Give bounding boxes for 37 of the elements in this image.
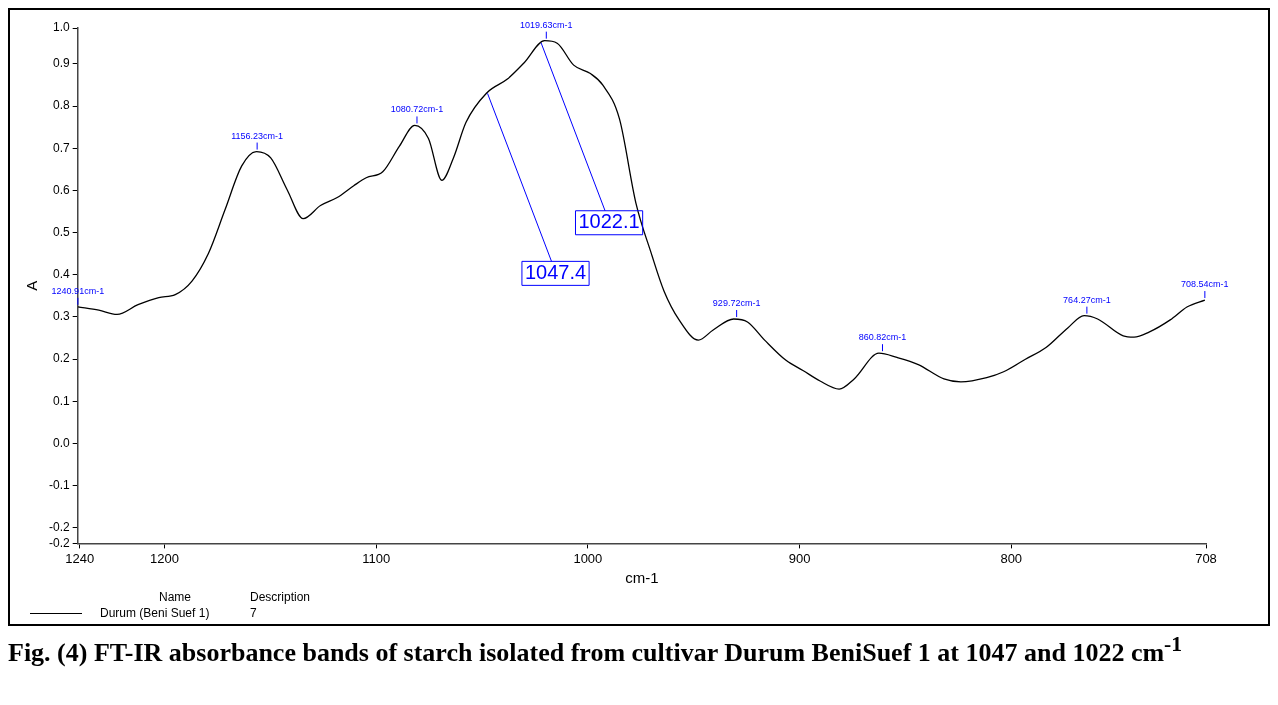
x-tick-label: 1200 [150, 550, 179, 566]
y-tick-label: -0.1 [48, 477, 70, 492]
annotation: 1019.63cm-1 [520, 19, 573, 30]
y-tick-label: 0.7 [52, 140, 70, 155]
y-tick-label: 0.5 [52, 224, 70, 239]
y-tick-label: 0.9 [52, 56, 70, 71]
y-tick-label: 0.6 [52, 182, 70, 197]
x-axis-title: cm-1 [625, 569, 659, 587]
annotation: 860.82cm-1 [858, 332, 907, 343]
x-tick-label: 1100 [362, 550, 391, 566]
text: Fig. (4) FT-IR absorbance bands of starch isolated from cultivar Durum BeniSuef 1 at 1047 and 1022 cm$^{-1}$ [8, 631, 1184, 667]
y-tick-label: 0.0 [52, 435, 70, 450]
annotation: 764.27cm-1 [1063, 294, 1111, 305]
text: 7 [250, 606, 258, 620]
x-tick-label: 708 [1195, 550, 1217, 566]
y-tick-label: 1.0 [52, 20, 70, 35]
text: Name [158, 590, 192, 604]
legend-label: Durum (Beni Suef 1) [100, 606, 211, 620]
y-tick-label: 0.8 [52, 98, 70, 113]
x-tick-label: 900 [788, 550, 811, 566]
annotation: 1047.4 [524, 260, 587, 283]
y-tick-label: 0.2 [52, 351, 70, 366]
annotation: 1080.72cm-1 [390, 104, 444, 115]
annotation: 1156.23cm-1 [231, 130, 284, 141]
y-tick-label: 0.1 [52, 393, 70, 408]
x-tick-label: 1000 [573, 550, 603, 566]
y-axis-title: A [23, 280, 41, 291]
annotation: 929.72cm-1 [712, 298, 761, 308]
y-tick-label: 0.4 [52, 267, 70, 282]
x-tick-label: 1240 [65, 550, 95, 566]
y-tick-label: -0.2 [48, 520, 70, 535]
x-tick-label: 800 [1000, 550, 1023, 566]
annotation: 708.54cm-1 [1181, 279, 1229, 290]
text: Description [250, 590, 312, 604]
annotation: 1022.1 [578, 210, 640, 233]
y-tick-label: 0.3 [52, 309, 70, 324]
y-tick-label: -0.2 [48, 535, 70, 550]
